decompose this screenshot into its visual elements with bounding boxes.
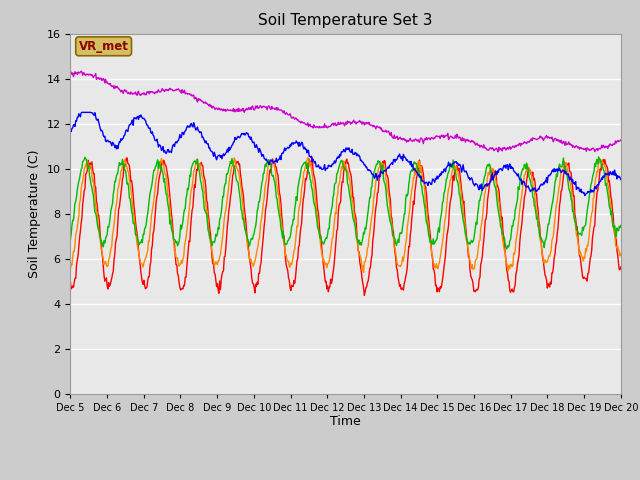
Tsoil -4cm: [67, 266, 74, 272]
Line: Tsoil -4cm: Tsoil -4cm: [70, 158, 621, 272]
Tsoil -16cm: [429, 176, 437, 182]
Tsoil -4cm: [430, 261, 438, 266]
Line: Tsoil -32cm: Tsoil -32cm: [70, 71, 621, 152]
Line: Tsoil -2cm: Tsoil -2cm: [70, 158, 621, 295]
Tsoil -32cm: [219, 108, 227, 114]
Tsoil -8cm: [189, 161, 196, 167]
Tsoil -4cm: [133, 241, 141, 247]
Tsoil -16cm: [413, 170, 421, 176]
Tsoil -16cm: [134, 113, 141, 119]
Tsoil -32cm: [77, 68, 85, 74]
Tsoil -4cm: [218, 239, 226, 244]
Tsoil -16cm: [77, 114, 84, 120]
Tsoil -8cm: [218, 203, 226, 208]
Tsoil -32cm: [67, 68, 74, 74]
Legend: Tsoil -2cm, Tsoil -4cm, Tsoil -8cm, Tsoil -16cm, Tsoil -32cm: Tsoil -2cm, Tsoil -4cm, Tsoil -8cm, Tsoi…: [96, 477, 595, 480]
Tsoil -8cm: [67, 237, 74, 243]
Tsoil -16cm: [67, 128, 74, 133]
Tsoil -2cm: [617, 264, 625, 270]
Tsoil -4cm: [617, 251, 625, 257]
Line: Tsoil -8cm: Tsoil -8cm: [70, 157, 621, 249]
Tsoil -2cm: [360, 292, 368, 298]
Tsoil -16cm: [190, 120, 198, 126]
Tsoil -2cm: [219, 269, 227, 275]
Tsoil -32cm: [134, 90, 141, 96]
Tsoil -4cm: [189, 178, 196, 183]
Tsoil -4cm: [77, 197, 84, 203]
Tsoil -8cm: [77, 171, 84, 177]
Tsoil -4cm: [304, 155, 312, 161]
Tsoil -8cm: [429, 241, 436, 247]
Tsoil -32cm: [77, 69, 84, 75]
Tsoil -8cm: [617, 223, 625, 228]
Tsoil -2cm: [124, 155, 131, 161]
Line: Tsoil -16cm: Tsoil -16cm: [70, 112, 621, 195]
Tsoil -4cm: [360, 269, 367, 275]
Tsoil -2cm: [77, 228, 84, 234]
Tsoil -32cm: [413, 138, 421, 144]
Y-axis label: Soil Temperature (C): Soil Temperature (C): [28, 149, 41, 278]
Tsoil -32cm: [495, 149, 502, 155]
Text: VR_met: VR_met: [79, 40, 129, 53]
Tsoil -32cm: [617, 137, 625, 143]
Tsoil -2cm: [134, 237, 141, 243]
Tsoil -16cm: [617, 177, 625, 182]
Tsoil -32cm: [190, 92, 198, 98]
X-axis label: Time: Time: [330, 415, 361, 429]
Tsoil -8cm: [503, 246, 511, 252]
Tsoil -16cm: [219, 153, 227, 158]
Tsoil -16cm: [78, 109, 86, 115]
Tsoil -32cm: [429, 136, 437, 142]
Tsoil -8cm: [133, 232, 141, 238]
Tsoil -2cm: [67, 279, 74, 285]
Tsoil -2cm: [430, 267, 438, 273]
Tsoil -4cm: [414, 159, 422, 165]
Title: Soil Temperature Set 3: Soil Temperature Set 3: [259, 13, 433, 28]
Tsoil -16cm: [581, 192, 589, 198]
Tsoil -8cm: [595, 154, 602, 160]
Tsoil -2cm: [190, 193, 198, 199]
Tsoil -2cm: [414, 168, 422, 174]
Tsoil -8cm: [413, 161, 420, 167]
